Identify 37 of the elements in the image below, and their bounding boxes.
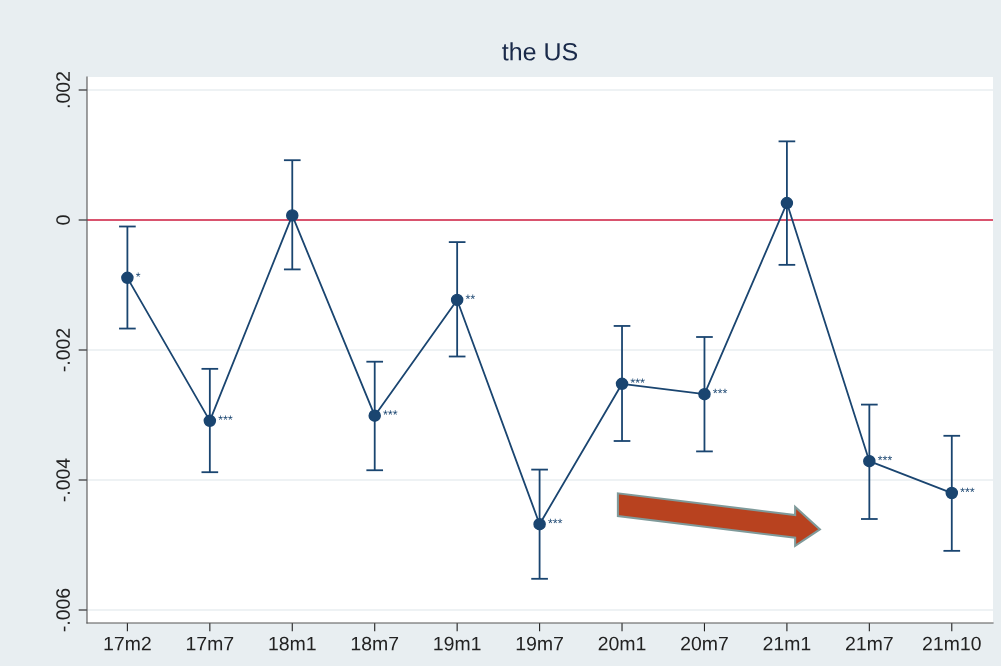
data-label: *** (548, 518, 563, 524)
x-tick-label: 17m7 (187, 636, 234, 651)
x-tick-label: 17m2 (104, 636, 151, 651)
y-tick-label: -.002 (56, 328, 70, 372)
x-tick-label: 18m1 (269, 636, 316, 651)
x-tick-label: 21m1 (763, 636, 811, 651)
data-label: * (135, 272, 141, 277)
data-label: *** (218, 415, 233, 420)
point (615, 377, 629, 391)
point (945, 486, 959, 500)
x-tick-label: 20m1 (598, 636, 646, 651)
y-tick-label: -.006 (56, 588, 70, 632)
point (780, 196, 794, 210)
x-tick-label: 20m7 (681, 636, 728, 651)
point (533, 517, 546, 531)
point (698, 387, 711, 401)
x-tick-label: 21m7 (846, 636, 893, 651)
point (863, 454, 876, 468)
point (450, 293, 464, 307)
point (121, 271, 134, 285)
point (203, 414, 217, 428)
x-tick-label: 18m7 (351, 636, 399, 651)
y-tick-label: -.004 (56, 458, 70, 502)
x-tick-label: 19m7 (516, 636, 563, 651)
data-label: ** (465, 294, 476, 299)
point (368, 409, 381, 422)
data-label: *** (713, 388, 728, 394)
y-tick-label: .002 (56, 72, 70, 108)
x-tick-label: 21m10 (923, 636, 981, 651)
data-label: *** (383, 410, 398, 415)
data-label: *** (630, 378, 645, 383)
data-label: *** (877, 455, 893, 461)
x-tick-label: 19m1 (434, 636, 481, 651)
y-tick-label: 0 (56, 215, 70, 225)
point (286, 209, 299, 222)
data-label: *** (960, 487, 975, 493)
chart-title: the US (502, 42, 578, 61)
